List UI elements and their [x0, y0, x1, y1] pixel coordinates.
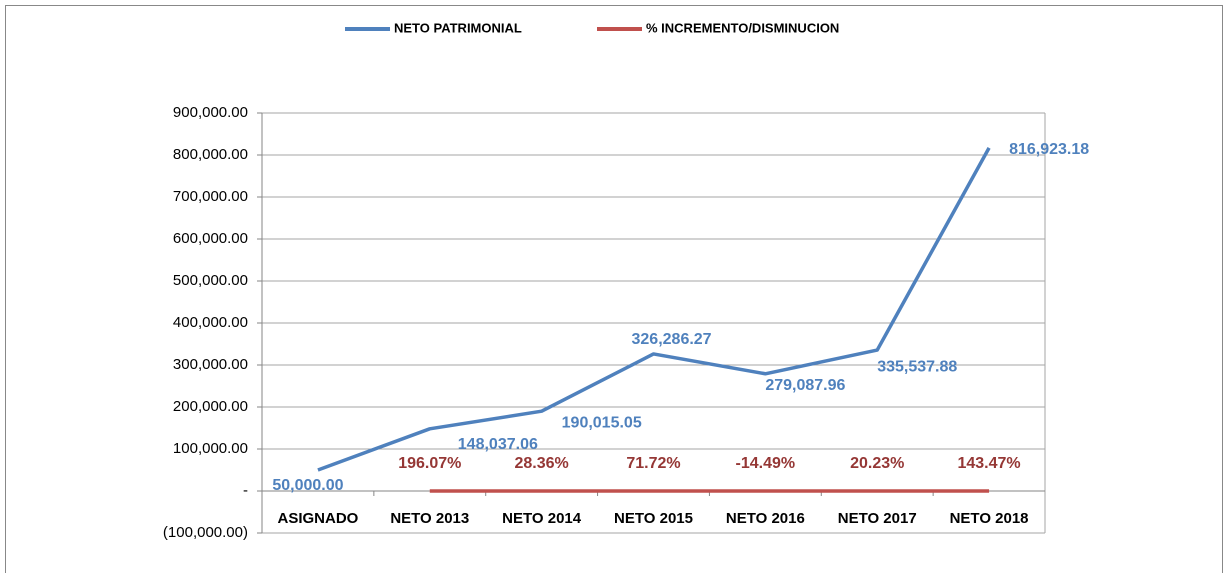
- data-label: -14.49%: [736, 455, 796, 472]
- x-tick-label: NETO 2013: [390, 510, 469, 527]
- series-line: [317, 147, 991, 472]
- x-tick-label: NETO 2016: [726, 510, 805, 527]
- data-label: 71.72%: [626, 455, 680, 472]
- data-label: 279,087.96: [765, 377, 845, 394]
- data-label: 148,037.06: [458, 436, 538, 453]
- y-tick-label: 400,000.00: [173, 314, 248, 331]
- x-tick-label: NETO 2015: [614, 510, 693, 527]
- data-label: 326,286.27: [632, 331, 712, 348]
- y-tick-label: 800,000.00: [173, 146, 248, 163]
- legend-label: NETO PATRIMONIAL: [394, 20, 522, 35]
- data-label: 28.36%: [515, 455, 569, 472]
- x-tick-label: NETO 2014: [502, 510, 582, 527]
- y-tick-label: 600,000.00: [173, 230, 248, 247]
- y-tick-label: -: [243, 482, 248, 499]
- legend-label: % INCREMENTO/DISMINUCION: [646, 20, 839, 35]
- y-tick-label: 500,000.00: [173, 272, 248, 289]
- y-tick-label: 700,000.00: [173, 188, 248, 205]
- chart-border: [5, 5, 1223, 573]
- data-label: 335,537.88: [877, 358, 957, 375]
- x-tick-label: NETO 2018: [950, 510, 1029, 527]
- x-tick-label: ASIGNADO: [278, 510, 359, 527]
- data-label: 816,923.18: [1009, 141, 1089, 158]
- data-label: 196.07%: [398, 455, 461, 472]
- data-label: 190,015.05: [562, 414, 642, 431]
- y-tick-label: 300,000.00: [173, 356, 248, 373]
- y-tick-label: 100,000.00: [173, 440, 248, 457]
- data-label: 20.23%: [850, 455, 904, 472]
- data-label: 143.47%: [957, 455, 1020, 472]
- data-label: 50,000.00: [272, 477, 343, 494]
- y-tick-label: (100,000.00): [163, 524, 248, 541]
- y-tick-label: 200,000.00: [173, 398, 248, 415]
- y-tick-label: 900,000.00: [173, 104, 248, 121]
- x-tick-label: NETO 2017: [838, 510, 917, 527]
